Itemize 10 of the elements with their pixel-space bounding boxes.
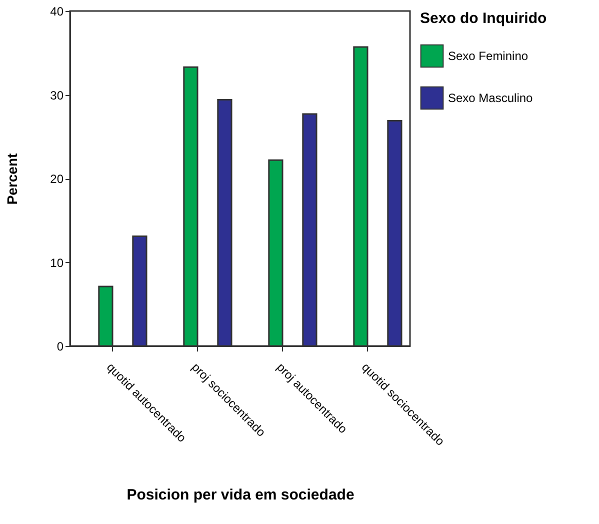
y-tick-label: 10 [50,256,64,270]
legend-label: Sexo Masculino [448,91,534,105]
y-tick-label: 40 [50,4,64,18]
y-tick-label: 20 [50,172,64,186]
legend-title: Sexo do Inquirido [420,10,547,27]
x-axis-title: Posicion per vida em sociedade [126,486,354,504]
y-tick-label: 30 [50,88,64,102]
y-axis-title: Percent [4,152,20,205]
y-tick-label: 0 [56,340,64,354]
legend-label: Sexo Feminino [448,49,528,63]
